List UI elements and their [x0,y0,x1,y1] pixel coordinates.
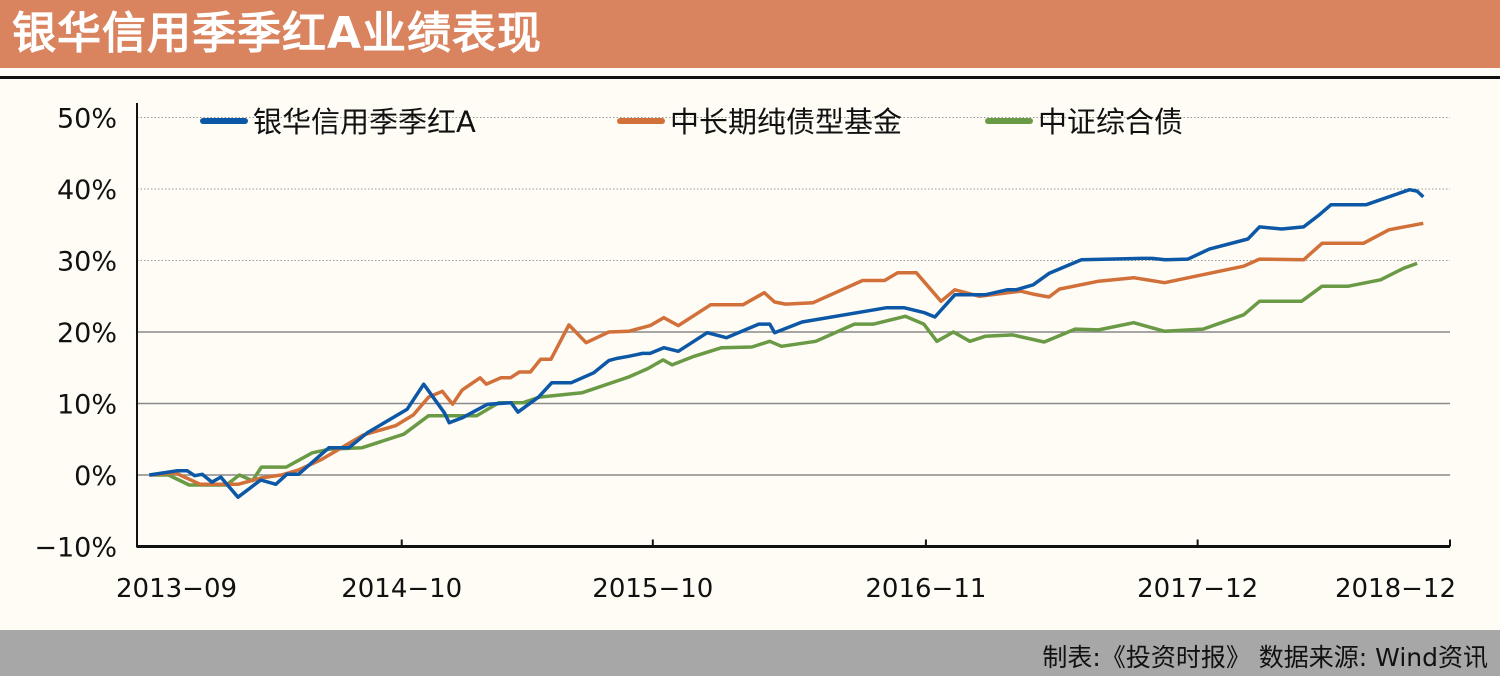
y-tick-label: 10% [57,390,117,421]
series-lines [149,187,1425,499]
y-tick-label: 20% [57,318,117,349]
title-banner: 银华信用季季红A业绩表现 [0,0,1500,68]
source-note: 制表:《投资时报》 数据来源: Wind资讯 [1042,643,1488,672]
y-tick-label: 40% [57,175,117,206]
y-axis-ticks: −10% 0% 10% 20% 30% 40% 50% [34,104,117,564]
series-line [149,261,1418,487]
legend-label: 中长期纯债型基金 [670,105,902,139]
legend-label: 中证综合债 [1038,105,1183,139]
series-line [149,187,1425,499]
x-tick-label: 2016−11 [865,574,986,604]
x-tick-label: 2015−10 [592,574,713,604]
y-tick-label: 0% [74,461,117,492]
x-tick-label: 2017−12 [1137,574,1258,604]
y-tick-label: −10% [34,533,117,564]
gridlines [136,103,1450,548]
divider [0,76,1500,79]
chart-title: 银华信用季季红A业绩表现 [12,8,543,59]
footer-bar: 制表:《投资时报》 数据来源: Wind资讯 [0,630,1500,676]
series-line [149,221,1424,487]
y-tick-label: 30% [57,247,117,278]
x-tick-label: 2018−12 [1335,574,1456,604]
legend: 银华信用季季红A 中长期纯债型基金 中证综合债 [200,105,1183,139]
x-tick-label: 2014−10 [341,574,462,604]
x-axis-ticks: 2013−09 2014−10 2015−10 2016−11 2017−12 2018−… [116,539,1456,604]
x-tick-label: 2013−09 [116,574,237,604]
y-tick-label: 50% [57,104,117,135]
legend-label: 银华信用季季红A [253,105,476,139]
